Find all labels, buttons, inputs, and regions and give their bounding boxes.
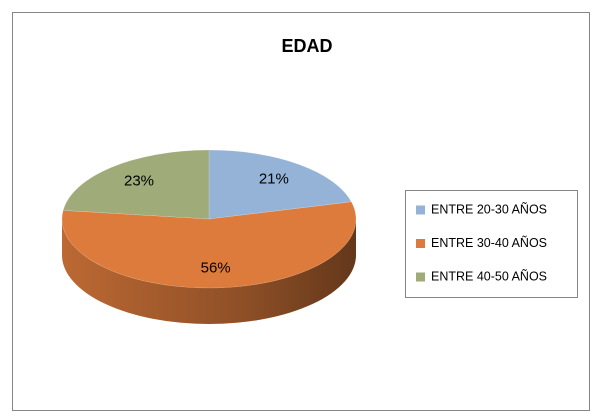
legend-label: ENTRE 30-40 AÑOS bbox=[431, 236, 547, 250]
data-label: 23% bbox=[124, 173, 154, 190]
chart-title: EDAD bbox=[281, 36, 332, 56]
slice bbox=[61, 201, 357, 289]
legend-box bbox=[405, 190, 578, 298]
slice bbox=[62, 149, 210, 220]
data-label: 56% bbox=[201, 260, 231, 277]
legend-swatch bbox=[416, 272, 425, 282]
legend-label: ENTRE 20-30 AÑOS bbox=[431, 202, 547, 216]
legend-swatch bbox=[416, 205, 425, 215]
legend-swatch bbox=[416, 239, 425, 248]
slice-side-shade bbox=[62, 219, 356, 324]
data-label: 21% bbox=[259, 171, 289, 188]
slice bbox=[208, 149, 352, 220]
legend-label: ENTRE 40-50 AÑOS bbox=[431, 269, 547, 283]
